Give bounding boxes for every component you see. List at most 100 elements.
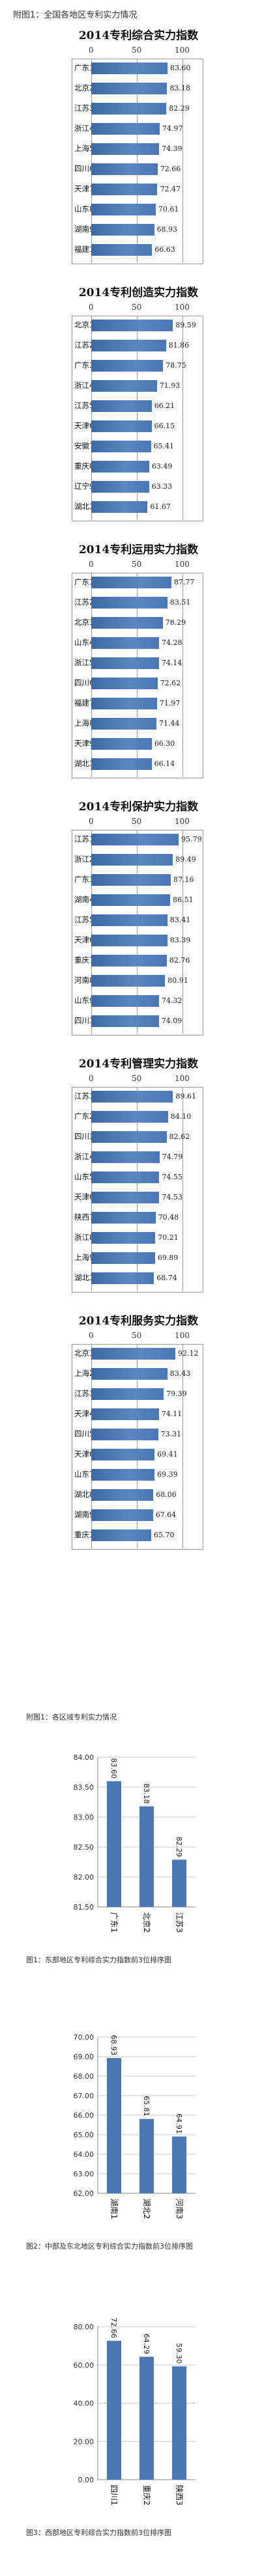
bar — [91, 1489, 154, 1501]
bar-value-label: 79.39 — [166, 1390, 187, 1398]
category-label: 上海2 — [74, 1369, 95, 1378]
y-tick-label: 0.00 — [78, 2476, 95, 2484]
gridline — [91, 59, 92, 263]
bar-value-label: 83.18 — [169, 84, 190, 92]
index-chart-title: 2014专利创造实力指数 — [78, 286, 199, 299]
category-label: 北京2 — [142, 1912, 151, 1933]
category-label: 上海9 — [74, 1253, 95, 1262]
category-label: 天津7 — [74, 184, 95, 193]
axis-tick-label: 100 — [175, 303, 190, 312]
bar — [91, 103, 167, 115]
category-label: 广东1 — [74, 577, 95, 586]
bar-value-label: 70.48 — [158, 1213, 179, 1222]
gridline — [182, 830, 183, 1034]
y-tick-label: 81.50 — [74, 1903, 95, 1911]
bar-value-label: 89.49 — [175, 855, 196, 864]
chart-frame — [72, 1344, 203, 1550]
gridline — [91, 316, 92, 520]
category-label: 重庆2 — [142, 2485, 151, 2506]
bar-value-label: 65.41 — [153, 442, 175, 450]
bar-value-label: 74.97 — [162, 124, 183, 133]
category-label: 重庆7 — [74, 955, 95, 965]
category-label: 山东4 — [74, 638, 95, 647]
bar — [91, 1111, 168, 1123]
bar-value-label: 74.11 — [161, 1410, 182, 1418]
y-tick-label: 83.00 — [74, 1813, 95, 1822]
category-label: 江苏2 — [74, 597, 95, 607]
category-label: 辽宁9 — [74, 482, 95, 491]
bar — [91, 360, 164, 372]
category-label: 广东1 — [74, 63, 95, 72]
category-label: 四川6 — [74, 164, 95, 173]
bar-value-label: 87.77 — [173, 578, 195, 586]
bar-value-label: 71.93 — [159, 381, 181, 390]
bar-value-label: 66.21 — [154, 402, 175, 410]
y-tick-label: 66.00 — [74, 2111, 95, 2120]
category-label: 江苏5 — [74, 401, 95, 410]
bar — [91, 1091, 173, 1103]
bar — [91, 975, 166, 987]
index-chart-title: 2014专利保护实力指数 — [78, 801, 199, 814]
axis-tick-label: 50 — [132, 46, 142, 55]
category-label: 广东3 — [74, 875, 95, 884]
bar — [91, 955, 167, 966]
column-chart: 84.00 83.50 83.00 82.50 82.00 81.50 83.60 广东1 83… — [26, 1753, 196, 1964]
index-chart-title: 2014专利管理实力指数 — [78, 1058, 199, 1071]
bar-value-label: 82.29 — [175, 1837, 183, 1857]
y-tick-label: 84.00 — [74, 1753, 95, 1762]
category-label: 四川1 — [109, 2485, 119, 2506]
category-label: 山东5 — [74, 1172, 95, 1181]
bar — [91, 718, 157, 730]
bar — [91, 914, 168, 926]
category-label: 山东9 — [74, 996, 95, 1005]
bar — [91, 935, 168, 946]
bar-value-label: 74.28 — [161, 638, 182, 647]
category-label: 北京1 — [74, 1349, 95, 1358]
category-label: 四川5 — [74, 1429, 95, 1438]
category-label: 天津6 — [74, 421, 95, 430]
bar — [172, 2366, 186, 2480]
bar — [91, 244, 153, 256]
y-tick-label: 82.00 — [74, 1873, 95, 1882]
category-label: 江苏3 — [74, 1389, 95, 1398]
gridline — [182, 573, 183, 777]
bar-value-label: 87.16 — [173, 875, 194, 884]
bar-value-label: 74.09 — [161, 1017, 182, 1025]
category-label: 河南3 — [175, 2199, 184, 2219]
category-label: 江苏3 — [175, 1912, 184, 1933]
category-label: 四川3 — [74, 1132, 95, 1141]
axis-tick-label: 100 — [175, 560, 190, 569]
gridline — [137, 1344, 138, 1548]
bar-value-label: 89.61 — [175, 1092, 196, 1101]
index-chart-title: 2014专利服务实力指数 — [78, 1315, 199, 1328]
category-label: 浙江4 — [74, 381, 95, 390]
axis-tick-label: 50 — [132, 1074, 142, 1083]
category-label: 广东2 — [74, 1112, 95, 1121]
gridline — [137, 59, 138, 263]
gridline — [91, 830, 92, 1034]
category-label: 陕西7 — [74, 1213, 95, 1222]
bar — [91, 83, 168, 94]
y-tick-label: 83.50 — [74, 1783, 95, 1792]
bar — [91, 874, 171, 886]
category-label: 浙江4 — [74, 124, 95, 133]
bar-value-label: 83.39 — [169, 936, 191, 944]
bar-value-label: 83.43 — [169, 1369, 191, 1378]
gridline — [91, 1087, 92, 1291]
category-label: 北京2 — [74, 83, 95, 92]
chart-frame — [72, 1087, 203, 1293]
bar-value-label: 73.31 — [160, 1430, 182, 1438]
bar — [91, 758, 152, 770]
category-label: 天津4 — [74, 1409, 95, 1418]
bar-value-label: 64.29 — [142, 2334, 151, 2355]
bar-value-label: 66.15 — [154, 422, 175, 430]
axis-tick-label: 50 — [132, 303, 142, 312]
category-label: 天津9 — [74, 739, 95, 748]
bar — [91, 854, 173, 866]
bar-value-label: 64.91 — [175, 2113, 183, 2134]
bar — [91, 657, 159, 669]
axis-tick-label: 100 — [175, 1074, 190, 1083]
category-label: 湖南1 — [109, 2199, 119, 2219]
axis-tick-label: 0 — [89, 303, 94, 312]
bar-value-label: 83.18 — [142, 1783, 151, 1804]
